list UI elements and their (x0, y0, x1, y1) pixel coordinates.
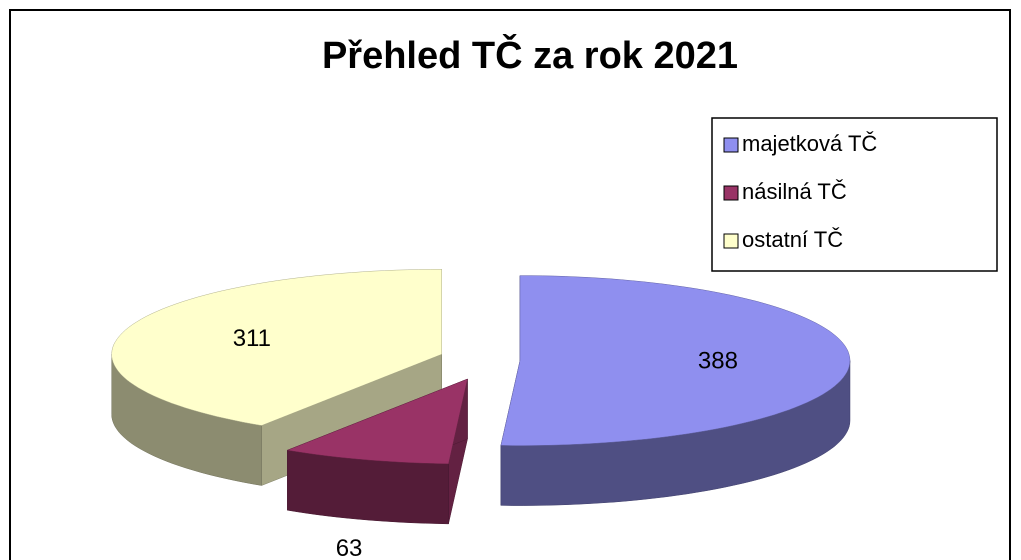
legend-swatch (723, 137, 739, 153)
slice (111, 269, 442, 426)
data-label: 311 (233, 325, 271, 352)
slice (500, 275, 851, 446)
slice (286, 378, 468, 465)
chart-title: Přehled TČ za rok 2021 (322, 32, 738, 77)
data-label: 63 (336, 535, 363, 560)
legend-swatch (723, 233, 739, 249)
legend-label: majetková TČ (742, 131, 877, 156)
legend-box (711, 117, 998, 272)
data-label: 388 (698, 347, 738, 374)
legend-label: ostatní TČ (742, 227, 843, 252)
legend-swatch (723, 185, 739, 201)
legend-label: násilná TČ (742, 179, 847, 204)
